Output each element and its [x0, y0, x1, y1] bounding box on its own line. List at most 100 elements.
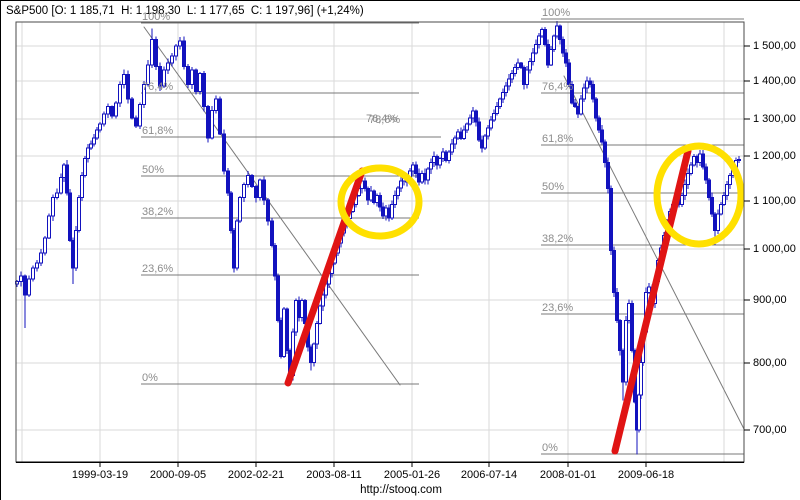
candle-body: [453, 137, 457, 145]
candle-body: [686, 172, 690, 185]
candle-body: [549, 48, 553, 66]
fib-level-label: 38,2%: [542, 233, 574, 245]
fib-level-label: 76,4%: [542, 81, 574, 93]
candle-body: [719, 204, 723, 215]
candle-body: [27, 278, 31, 296]
candle-body: [534, 43, 538, 54]
candle-body: [106, 106, 110, 115]
candle-body: [214, 98, 218, 111]
candle-body: [465, 123, 469, 131]
candle-body: [130, 98, 134, 119]
candle-body: [59, 177, 63, 194]
candle-body: [558, 25, 562, 40]
candle-body: [513, 66, 517, 75]
candle-body: [114, 102, 118, 117]
candle-body: [582, 87, 586, 100]
x-axis-label: 2008-01-01: [539, 469, 597, 481]
candle-body: [507, 78, 511, 87]
candle-body: [710, 197, 714, 215]
fib-level-label: 100%: [142, 11, 171, 23]
candle-body: [80, 175, 84, 199]
candle-body: [31, 267, 35, 280]
candle-body: [510, 73, 514, 80]
candle-body: [186, 66, 190, 85]
candle-body: [226, 170, 230, 194]
candle-body: [429, 162, 433, 170]
candle-body: [142, 83, 146, 106]
fib-level-label: 23,6%: [142, 263, 174, 275]
fib-level-label: 76,4%: [142, 81, 174, 93]
candle-body: [483, 135, 487, 149]
y-axis-label: 1 200,00: [753, 150, 796, 162]
candle-body: [504, 85, 508, 93]
candle-body: [447, 151, 451, 162]
candle-body: [162, 69, 166, 87]
candle-body: [579, 98, 583, 115]
candle-body: [154, 38, 158, 68]
candle-body: [704, 166, 708, 181]
candle-body: [498, 98, 502, 108]
candle-body: [486, 127, 490, 137]
candle-body: [588, 80, 592, 85]
candle-body: [378, 194, 382, 208]
candle-body: [315, 322, 319, 345]
candle-body: [23, 275, 27, 296]
yellow-highlight-circle: [653, 142, 745, 248]
fib-level-label: 100%: [542, 7, 571, 19]
candle-body: [102, 113, 106, 125]
y-axis-label: 700,00: [753, 424, 787, 436]
candle-body: [543, 28, 547, 45]
candle-body: [206, 106, 210, 139]
y-axis-label: 1 300,00: [753, 113, 796, 125]
y-axis-label: 1 000,00: [753, 243, 796, 255]
candle-body: [474, 110, 478, 123]
fib-level-label: 50%: [542, 181, 565, 193]
candle-body: [83, 157, 87, 177]
y-axis-label: 1 100,00: [753, 195, 796, 207]
candle-body: [47, 215, 51, 239]
candle-body: [396, 187, 400, 196]
candle-body: [552, 35, 556, 50]
candle-body: [603, 141, 607, 164]
candle-body: [198, 73, 202, 93]
candle-body: [600, 129, 604, 143]
candle-body: [258, 179, 262, 199]
candle-body: [606, 162, 610, 190]
candle-body: [35, 262, 39, 269]
candle-body: [74, 230, 78, 269]
candle-body: [270, 220, 274, 246]
candle-body: [134, 117, 138, 127]
y-axis-label: 1 500,00: [753, 40, 796, 52]
x-axis-label: 2005-01-26: [383, 469, 441, 481]
candle-body: [716, 213, 720, 232]
red-trend-line: [611, 147, 692, 455]
x-axis-label: 2003-08-11: [306, 469, 362, 481]
candle-body: [118, 83, 122, 104]
fib-overlap-label: 78,6%: [369, 114, 401, 126]
y-axis-label: 900,00: [753, 294, 787, 306]
candle-body: [609, 188, 613, 251]
candle-body: [285, 308, 289, 351]
candle-body: [65, 164, 69, 194]
candle-body: [68, 192, 72, 241]
candle-body: [178, 40, 182, 47]
candle-body: [680, 194, 684, 206]
stooq-watermark: http://stooq.com: [360, 484, 442, 496]
candle-body: [210, 109, 214, 139]
candle-body: [537, 35, 541, 45]
fib-level-label: 0%: [542, 442, 558, 454]
candle-body: [51, 197, 55, 217]
candle-body: [158, 66, 162, 87]
candle-body: [624, 319, 628, 383]
candle-body: [468, 117, 472, 125]
candle-body: [501, 91, 505, 100]
candle-body: [561, 38, 565, 54]
candle-body: [190, 69, 194, 85]
candle-body: [318, 305, 322, 324]
candle-body: [564, 52, 568, 64]
candle-body: [630, 302, 634, 351]
candle-body: [728, 175, 732, 185]
candle-body: [110, 106, 114, 117]
